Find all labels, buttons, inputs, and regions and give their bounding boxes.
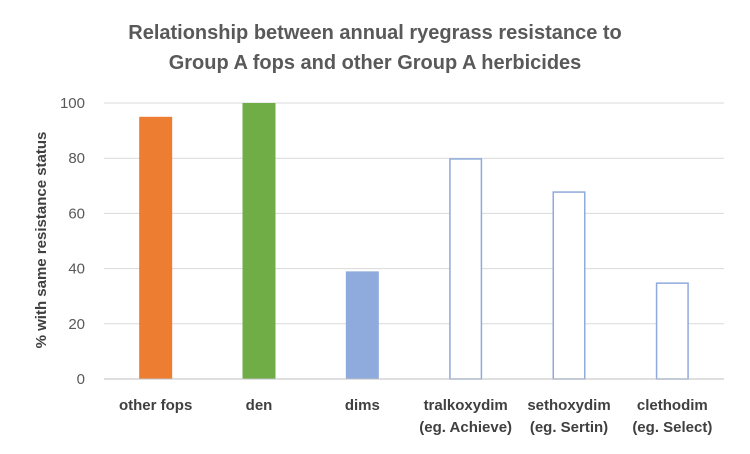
y-tick-label: 80 <box>68 150 85 167</box>
bar <box>655 282 689 380</box>
y-tick-labels: 0 20 40 60 80 100 <box>60 95 85 388</box>
chart-title-line: Relationship between annual ryegrass res… <box>128 22 622 44</box>
x-tick-label: (eg. Achieve) <box>419 419 512 436</box>
y-tick-label: 100 <box>60 95 85 112</box>
x-tick-label: dims <box>345 397 380 414</box>
x-tick-label: (eg. Select) <box>632 419 712 436</box>
bar <box>552 191 586 380</box>
chart-title-line: Group A fops and other Group A herbicide… <box>169 52 582 74</box>
y-tick-label: 20 <box>68 316 85 333</box>
chart-title: Relationship between annual ryegrass res… <box>128 22 622 74</box>
y-tick-label: 0 <box>77 371 85 388</box>
bar <box>345 271 379 379</box>
x-tick-label: clethodim <box>637 397 708 414</box>
y-tick-label: 40 <box>68 261 85 278</box>
x-tick-label: (eg. Sertin) <box>530 419 608 436</box>
x-tick-label: other fops <box>119 397 192 414</box>
x-tick-labels: other fops den dims tralkoxydim (eg. Achieve… <box>119 397 712 436</box>
bar <box>449 158 483 380</box>
y-tick-label: 60 <box>68 205 85 222</box>
bar <box>139 116 173 380</box>
bars <box>139 103 689 380</box>
x-tick-label: den <box>246 397 273 414</box>
y-axis-label: % with same resistance status <box>33 132 50 349</box>
gridlines <box>104 102 724 325</box>
bar <box>242 103 276 379</box>
x-tick-label: tralkoxydim <box>424 397 508 414</box>
x-tick-label: sethoxydim <box>527 397 610 414</box>
